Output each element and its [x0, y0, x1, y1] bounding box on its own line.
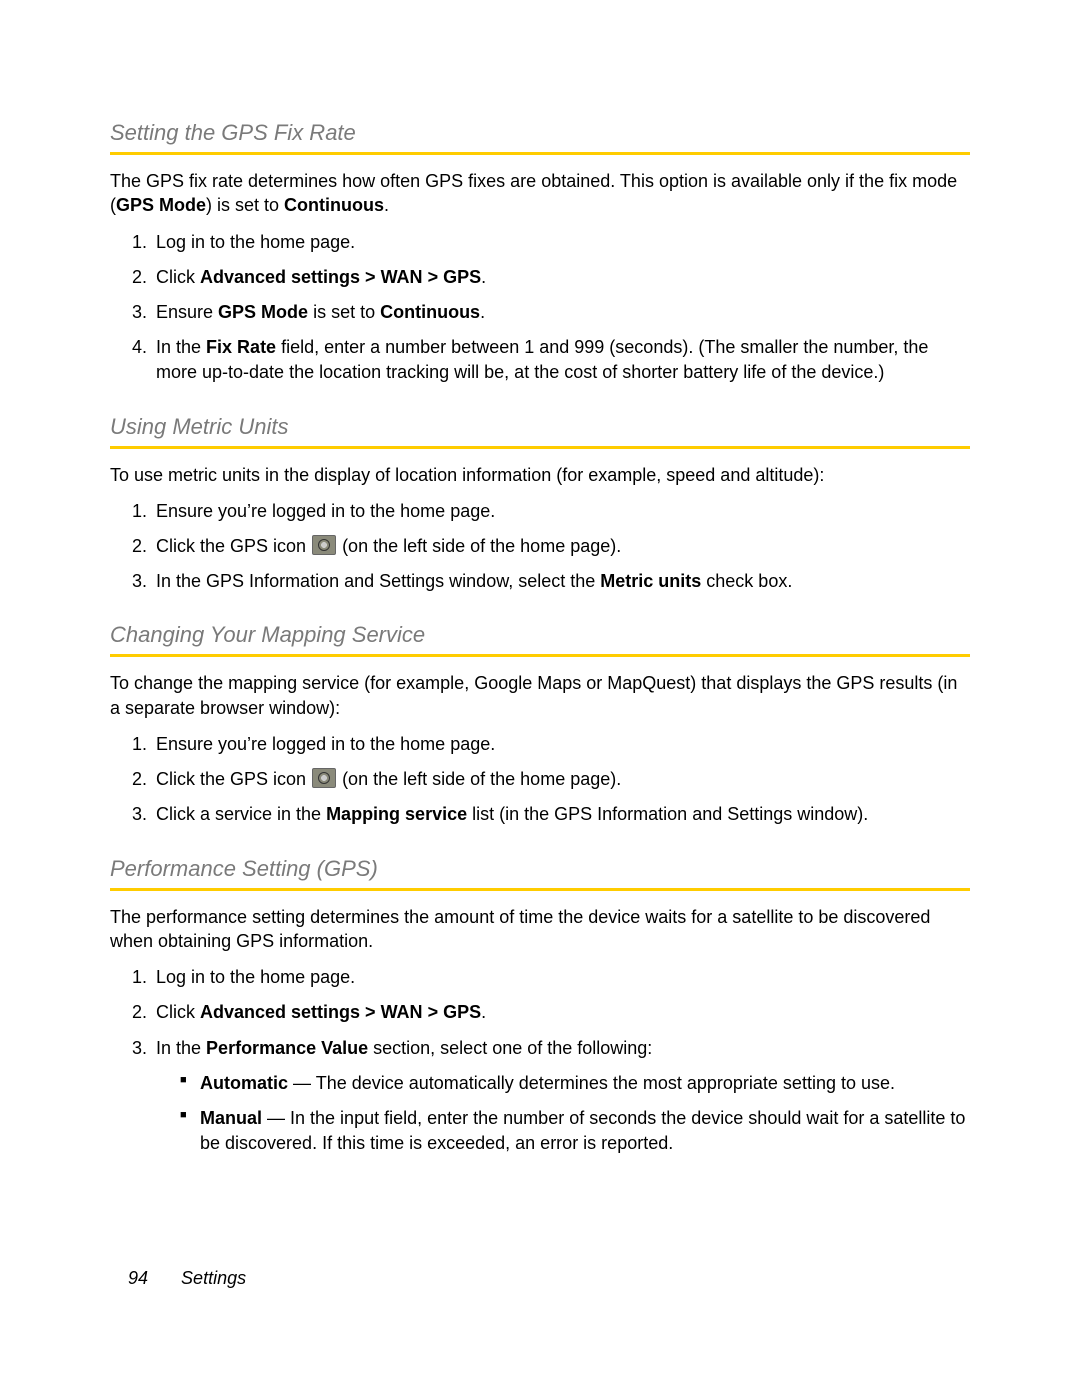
heading-gps-fix-rate: Setting the GPS Fix Rate	[110, 120, 970, 146]
text: is set to	[308, 302, 380, 322]
step-item: Click Advanced settings > WAN > GPS.	[152, 1000, 970, 1025]
chevron-text: >	[423, 1002, 444, 1022]
heading-mapping-service: Changing Your Mapping Service	[110, 622, 970, 648]
intro-text: The performance setting determines the a…	[110, 905, 970, 954]
page-footer: 94 Settings	[128, 1268, 246, 1289]
bold-text: GPS	[443, 1002, 481, 1022]
bold-text: Continuous	[380, 302, 480, 322]
bullet-item: Automatic — The device automatically det…	[180, 1071, 970, 1096]
section-rule	[110, 152, 970, 155]
step-item: Ensure GPS Mode is set to Continuous.	[152, 300, 970, 325]
bold-text: GPS Mode	[218, 302, 308, 322]
gps-icon	[312, 535, 336, 555]
step-item: Click Advanced settings > WAN > GPS.	[152, 265, 970, 290]
text: — In the input field, enter the number o…	[200, 1108, 965, 1153]
step-item: In the Fix Rate field, enter a number be…	[152, 335, 970, 385]
text: .	[481, 267, 486, 287]
bold-text: WAN	[381, 267, 423, 287]
bold-text: Advanced settings	[200, 267, 360, 287]
text: In the	[156, 337, 206, 357]
text: .	[481, 1002, 486, 1022]
heading-performance-setting: Performance Setting (GPS)	[110, 856, 970, 882]
text: (on the left side of the home page).	[337, 769, 621, 789]
text: Log in to the home page.	[156, 967, 355, 987]
section-rule	[110, 446, 970, 449]
text: Click	[156, 267, 200, 287]
bold-text: Mapping service	[326, 804, 467, 824]
bold-text: Fix Rate	[206, 337, 276, 357]
page: Setting the GPS Fix Rate The GPS fix rat…	[0, 0, 1080, 1397]
text: Ensure you’re logged in to the home page…	[156, 734, 495, 754]
chevron-text: >	[360, 1002, 381, 1022]
step-list: Log in to the home page. Click Advanced …	[110, 230, 970, 386]
section-rule	[110, 654, 970, 657]
bold-text: GPS Mode	[116, 195, 206, 215]
bold-text: Automatic	[200, 1073, 288, 1093]
step-item: Ensure you’re logged in to the home page…	[152, 499, 970, 524]
text: Ensure	[156, 302, 218, 322]
intro-text: The GPS fix rate determines how often GP…	[110, 169, 970, 218]
text: Click	[156, 1002, 200, 1022]
page-number: 94	[128, 1268, 148, 1288]
step-item: Click the GPS icon (on the left side of …	[152, 767, 970, 792]
text: section, select one of the following:	[368, 1038, 652, 1058]
step-item: Click the GPS icon (on the left side of …	[152, 534, 970, 559]
step-list: Ensure you’re logged in to the home page…	[110, 732, 970, 828]
bold-text: Advanced settings	[200, 1002, 360, 1022]
bullet-list: Automatic — The device automatically det…	[180, 1071, 970, 1157]
intro-text: To change the mapping service (for examp…	[110, 671, 970, 720]
section-rule	[110, 888, 970, 891]
text: Click a service in the	[156, 804, 326, 824]
footer-section: Settings	[181, 1268, 246, 1288]
text: Click the GPS icon	[156, 536, 311, 556]
step-item: Click a service in the Mapping service l…	[152, 802, 970, 827]
bold-text: WAN	[381, 1002, 423, 1022]
step-item: Log in to the home page.	[152, 965, 970, 990]
intro-text: To use metric units in the display of lo…	[110, 463, 970, 487]
text: — The device automatically determines th…	[288, 1073, 895, 1093]
bold-text: Metric units	[600, 571, 701, 591]
bold-text: Manual	[200, 1108, 262, 1128]
text: (on the left side of the home page).	[337, 536, 621, 556]
text: list (in the GPS Information and Setting…	[467, 804, 868, 824]
step-list: Log in to the home page. Click Advanced …	[110, 965, 970, 1156]
text: Ensure you’re logged in to the home page…	[156, 501, 495, 521]
heading-metric-units: Using Metric Units	[110, 414, 970, 440]
step-list: Ensure you’re logged in to the home page…	[110, 499, 970, 595]
bullet-item: Manual — In the input field, enter the n…	[180, 1106, 970, 1156]
text: Click the GPS icon	[156, 769, 311, 789]
bold-text: GPS	[443, 267, 481, 287]
text: check box.	[701, 571, 792, 591]
text: .	[480, 302, 485, 322]
text: In the	[156, 1038, 206, 1058]
chevron-text: >	[360, 267, 381, 287]
step-item: Log in to the home page.	[152, 230, 970, 255]
text: ) is set to	[206, 195, 284, 215]
text: Log in to the home page.	[156, 232, 355, 252]
bold-text: Continuous	[284, 195, 384, 215]
gps-icon	[312, 768, 336, 788]
text: In the GPS Information and Settings wind…	[156, 571, 600, 591]
chevron-text: >	[423, 267, 444, 287]
step-item: Ensure you’re logged in to the home page…	[152, 732, 970, 757]
text: .	[384, 195, 389, 215]
step-item: In the Performance Value section, select…	[152, 1036, 970, 1157]
bold-text: Performance Value	[206, 1038, 368, 1058]
step-item: In the GPS Information and Settings wind…	[152, 569, 970, 594]
